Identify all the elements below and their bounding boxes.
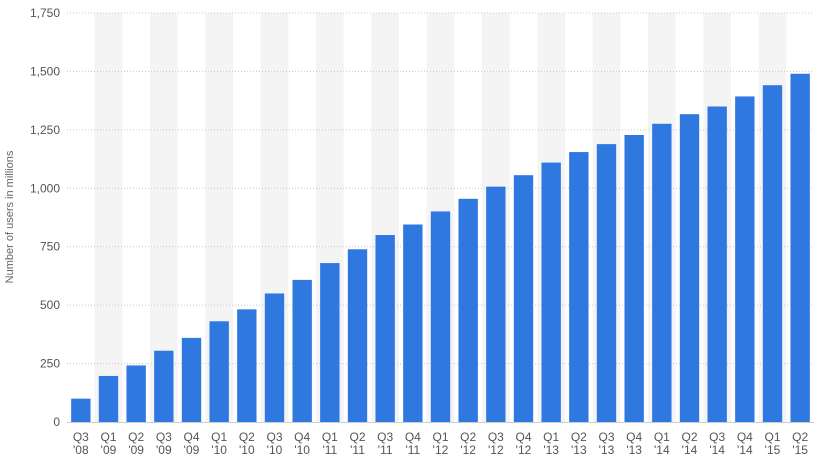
bar[interactable]	[735, 96, 755, 422]
bar[interactable]	[403, 224, 423, 422]
y-tick-label: 750	[40, 240, 60, 254]
bar[interactable]	[679, 114, 700, 422]
x-tick-label: Q3'10	[266, 430, 282, 457]
bar[interactable]	[486, 186, 506, 422]
bar[interactable]	[513, 175, 534, 422]
x-tick-label: Q1'10	[211, 430, 227, 457]
x-tick-label: Q4'09	[183, 430, 199, 457]
bar[interactable]	[430, 211, 451, 422]
bar[interactable]	[541, 162, 561, 422]
y-tick-label: 500	[40, 298, 60, 312]
x-tick-label: Q4'12	[515, 430, 531, 457]
bar[interactable]	[624, 134, 644, 423]
x-tick-label: Q1'14	[654, 430, 670, 457]
bar[interactable]	[154, 350, 174, 422]
x-tick-label: Q3'14	[709, 430, 725, 457]
x-tick-label: Q2'12	[460, 430, 476, 457]
x-tick-label: Q2'11	[349, 430, 365, 457]
bar[interactable]	[762, 85, 783, 422]
x-tick-label: Q3'13	[598, 430, 614, 457]
x-tick-label: Q2'09	[128, 430, 144, 457]
x-tick-label: Q3'09	[156, 430, 172, 457]
x-tick-label: Q3'11	[377, 430, 393, 457]
bar[interactable]	[209, 321, 229, 422]
x-tick-label: Q2'10	[239, 430, 255, 457]
x-tick-label: Q1'09	[100, 430, 116, 457]
x-axis: Q3'08 Q1'09 Q2'09 Q3'09 Q4'09 Q1'10 Q2'10 Q3'10…	[67, 422, 814, 457]
x-tick-label: Q1'12	[432, 430, 448, 457]
bar[interactable]	[264, 293, 285, 422]
y-tick-label: 250	[40, 357, 60, 371]
x-tick-label: Q2'13	[571, 430, 587, 457]
x-tick-label: Q2'14	[681, 430, 697, 457]
y-axis: 0 250 500 750 1,000 1,250 1,500 1,750	[30, 6, 60, 429]
background-band	[94, 13, 123, 422]
bars	[71, 73, 810, 423]
y-axis-title: Number of users in millions	[4, 150, 16, 283]
x-tick-label: Q1'11	[322, 430, 338, 457]
x-tick-label: Q4'13	[626, 430, 642, 457]
y-tick-label: 0	[53, 415, 60, 429]
bar[interactable]	[790, 73, 810, 422]
x-tick-label: Q3'12	[488, 430, 504, 457]
y-tick-label: 1,500	[30, 64, 60, 78]
bar[interactable]	[98, 375, 119, 422]
bar[interactable]	[126, 365, 146, 422]
y-tick-label: 1,000	[30, 181, 60, 195]
bar[interactable]	[181, 337, 202, 422]
y-tick-label: 1,750	[30, 6, 60, 20]
bar[interactable]	[596, 144, 617, 422]
x-tick-label: Q4'14	[737, 430, 753, 457]
bar[interactable]	[347, 249, 368, 422]
x-tick-label: Q1'13	[543, 430, 559, 457]
x-tick-label: Q1'15	[764, 430, 780, 457]
x-tick-label: Q3'08	[73, 430, 89, 457]
x-tick-label: Q2'15	[792, 430, 808, 457]
y-tick-label: 1,250	[30, 123, 60, 137]
bar[interactable]	[569, 152, 589, 422]
x-tick-label: Q4'10	[294, 430, 310, 457]
bar[interactable]	[237, 309, 257, 422]
bar[interactable]	[707, 106, 727, 422]
bar[interactable]	[652, 123, 672, 422]
bar[interactable]	[320, 263, 340, 422]
x-tick-label: Q4'11	[405, 430, 421, 457]
bar[interactable]	[71, 398, 91, 422]
bar[interactable]	[292, 279, 312, 422]
bar[interactable]	[458, 198, 478, 422]
bar[interactable]	[375, 235, 395, 422]
